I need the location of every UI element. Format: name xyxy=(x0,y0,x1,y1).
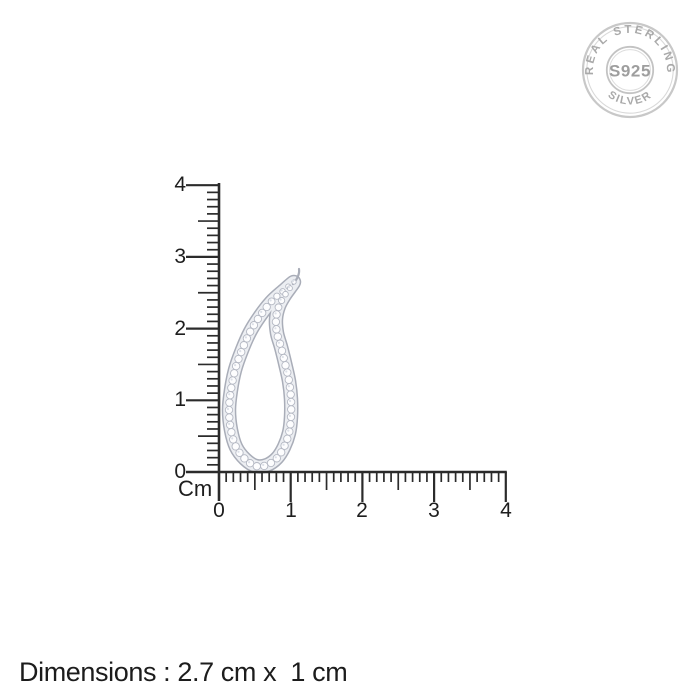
ruler xyxy=(186,183,507,502)
seal-outer-ring xyxy=(581,21,679,119)
seal-bottom-text: SILVER xyxy=(606,89,655,108)
ruler-h-label-0: 0 xyxy=(213,499,225,522)
ruler-unit-label: Cm xyxy=(178,476,213,501)
pendant-photo xyxy=(221,267,302,474)
dimensions-caption: Dimensions : 2.7 cm x 1 cm xyxy=(19,657,348,687)
seal-inner-rim xyxy=(586,26,674,114)
ruler-v-label-1: 1 xyxy=(174,388,186,411)
s925-seal-icon: REAL STERLING SILVER S925 xyxy=(581,21,679,119)
seal-center-ring xyxy=(605,45,655,95)
ruler-h-label-4: 4 xyxy=(500,499,512,522)
ruler-h-label-2: 2 xyxy=(356,499,368,522)
ruler-v-label-0: 0 xyxy=(174,460,186,483)
ruler-v-label-2: 2 xyxy=(174,317,186,340)
seal-center-text: S925 xyxy=(609,62,651,81)
seal-center-rim xyxy=(609,49,651,91)
ruler-v-label-4: 4 xyxy=(174,173,186,196)
ruler-h-label-1: 1 xyxy=(285,499,297,522)
ruler-h-label-3: 3 xyxy=(428,499,440,522)
ruler-v-label-3: 3 xyxy=(174,245,186,268)
